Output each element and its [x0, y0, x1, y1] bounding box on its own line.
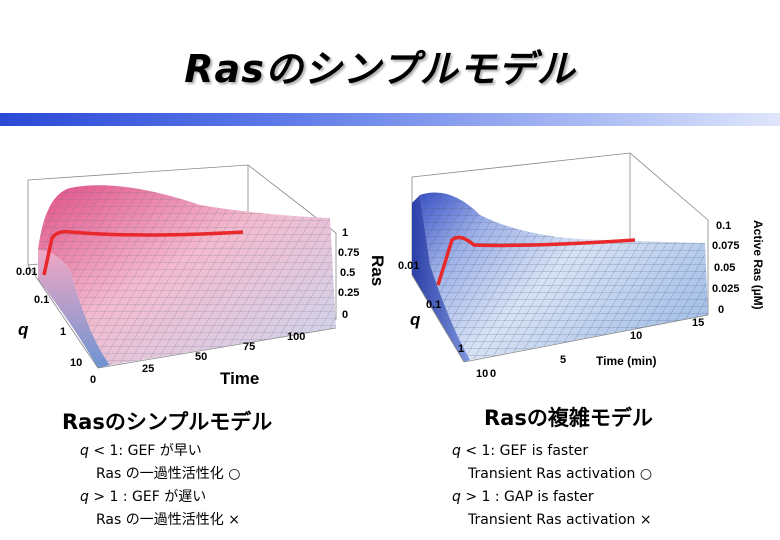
q-symbol: q [452, 443, 461, 459]
left-z-tick: 0.5 [340, 267, 355, 279]
left-q-tick: 0.01 [16, 266, 37, 278]
bullet-text: > 1 : GAP is faster [460, 489, 594, 505]
bullet-text: > 1 : GEF が遅い [88, 489, 207, 505]
left-q-tick: 10 [70, 357, 82, 369]
right-q-tick: 10 [476, 368, 488, 380]
right-z-tick: 0.05 [714, 262, 735, 274]
q-symbol: q [452, 489, 461, 505]
left-q-tick: 1 [60, 326, 66, 338]
right-z-axis-label: Active Ras (µM) [751, 220, 765, 310]
right-q-tick: 0.1 [426, 299, 441, 311]
q-symbol: q [80, 443, 89, 459]
left-model-caption: Rasのシンプルモデル [62, 410, 273, 434]
right-z-tick: 0.025 [712, 283, 740, 295]
left-z-tick: 0.25 [338, 287, 359, 299]
right-bullet-line: q < 1: GEF is faster [452, 440, 652, 463]
right-time-tick: 10 [630, 330, 642, 342]
left-time-tick: 25 [142, 363, 154, 375]
left-z-tick: 0 [342, 309, 348, 321]
left-q-axis-label: q [18, 320, 29, 339]
left-z-axis-label: Ras [368, 255, 387, 286]
left-bullet-line: Ras の一過性活性化 × [96, 512, 240, 528]
right-time-tick: 15 [692, 317, 704, 329]
bullet-text: < 1: GEF is faster [460, 443, 589, 459]
left-time-tick: 0 [90, 374, 96, 386]
right-q-tick: 0.01 [398, 260, 419, 272]
left-q-tick: 0.1 [34, 294, 49, 306]
q-symbol: q [80, 489, 89, 505]
right-bullet-line: q > 1 : GAP is faster [452, 486, 652, 509]
right-time-tick: 5 [560, 354, 566, 366]
left-3d-surface-plot: 1 0.75 0.5 0.25 0 Ras 0.01 0.1 1 10 q 0 … [0, 150, 390, 395]
slide-title: Rasのシンプルモデル [184, 47, 576, 91]
left-bullet-line: q < 1: GEF が早い [80, 440, 240, 463]
left-bullet-list: q < 1: GEF が早い Ras の一過性活性化 ○ q > 1 : GEF… [80, 440, 240, 532]
right-model-caption: Rasの複雑モデル [484, 406, 653, 430]
right-z-tick: 0 [718, 304, 724, 316]
right-time-axis-label: Time (min) [596, 354, 656, 368]
right-bullet-line: Transient Ras activation ○ [468, 466, 653, 482]
right-q-tick: 1 [458, 343, 464, 355]
title-divider-bar [0, 113, 780, 126]
right-bullet-line: Transient Ras activation × [468, 512, 652, 528]
left-time-tick: 100 [287, 331, 305, 343]
left-bullet-line: Ras の一過性活性化 ○ [96, 466, 241, 482]
left-time-tick: 75 [243, 341, 255, 353]
left-time-tick: 50 [195, 351, 207, 363]
left-z-tick: 1 [342, 227, 348, 239]
right-z-tick: 0.1 [716, 220, 731, 232]
left-time-axis-label: Time [220, 369, 259, 388]
left-z-tick: 0.75 [338, 247, 359, 259]
left-bullet-line: q > 1 : GEF が遅い [80, 486, 240, 509]
right-3d-surface-plot: 0.1 0.075 0.05 0.025 0 Active Ras (µM) 0… [390, 145, 780, 385]
right-time-tick: 0 [490, 368, 496, 380]
right-bullet-list: q < 1: GEF is faster Transient Ras activ… [452, 440, 652, 532]
right-z-tick: 0.075 [712, 240, 740, 252]
bullet-text: < 1: GEF が早い [88, 443, 202, 459]
right-q-axis-label: q [410, 310, 421, 329]
